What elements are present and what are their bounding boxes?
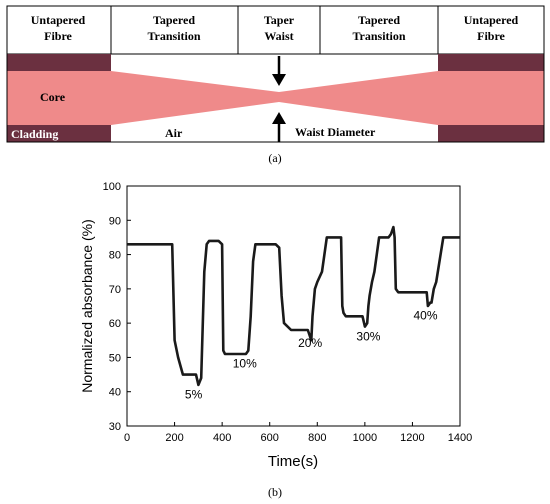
cladding-bottom-right	[438, 125, 544, 142]
header-tapered-right-line2: Transition	[352, 29, 405, 43]
concentration-label: 30%	[356, 329, 380, 343]
x-tick-label: 600	[261, 432, 279, 444]
x-axis-label: Time(s)	[268, 453, 318, 470]
x-tick-label: 200	[165, 432, 183, 444]
x-tick-label: 400	[213, 432, 231, 444]
concentration-label: 20%	[298, 336, 322, 350]
header-untapered-left-line1: Untapered	[31, 13, 86, 27]
x-tick-label: 800	[308, 432, 326, 444]
label-cladding: Cladding	[11, 127, 58, 141]
y-tick-label: 90	[109, 215, 121, 227]
y-tick-label: 40	[109, 387, 121, 399]
x-tick-label: 1000	[353, 432, 377, 444]
x-tick-label: 0	[124, 432, 130, 444]
label-waist-diameter: Waist Diameter	[295, 125, 376, 139]
absorbance-chart: 0 200 400 600 800 1000 1200 1400 30 40 50 60 70 80 90 1…	[79, 181, 472, 499]
header-frame	[6, 5, 545, 55]
header-untapered-left-line2: Fibre	[44, 29, 72, 43]
header-tapered-left-line1: Tapered	[153, 13, 195, 27]
cladding-top-right	[438, 54, 544, 71]
y-axis-label: Normalized absorbance (%)	[79, 219, 95, 393]
diagram-frame	[6, 5, 545, 143]
plot-frame	[126, 185, 461, 427]
concentration-label: 10%	[233, 357, 257, 371]
cladding-top-left	[7, 54, 111, 71]
caption-b: (b)	[268, 485, 282, 499]
label-core: Core	[40, 90, 66, 104]
y-tick-label: 30	[109, 421, 121, 433]
y-tick-label: 60	[109, 318, 121, 330]
header-waist-line2: Waist	[264, 29, 293, 43]
x-tick-label: 1400	[448, 432, 472, 444]
y-tick-label: 50	[109, 352, 121, 364]
taper-diagram: Untapered Fibre Tapered Transition Taper…	[6, 5, 545, 165]
cladding-bottom-left	[7, 125, 111, 142]
header-tapered-left-line2: Transition	[147, 29, 200, 43]
arrow-down-icon	[272, 56, 286, 86]
y-tick-label: 80	[109, 250, 121, 262]
header-untapered-right-line2: Fibre	[477, 29, 505, 43]
caption-a: (a)	[268, 151, 281, 165]
y-tick-label: 70	[109, 284, 121, 296]
arrow-up-icon	[272, 112, 286, 142]
absorbance-series-line	[127, 225, 460, 387]
y-tick-label: 100	[103, 181, 121, 193]
fibre-core	[7, 71, 544, 125]
header-untapered-right-line1: Untapered	[464, 13, 519, 27]
label-air: Air	[165, 126, 183, 140]
header-tapered-right-line1: Tapered	[358, 13, 400, 27]
header-waist-line1: Taper	[264, 13, 295, 27]
x-tick-label: 1200	[400, 432, 424, 444]
concentration-label: 5%	[185, 388, 203, 402]
concentration-label: 40%	[413, 309, 437, 323]
